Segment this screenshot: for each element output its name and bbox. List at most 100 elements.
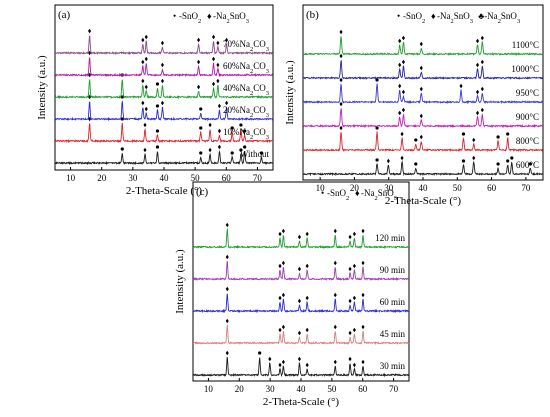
panel-c-series-3-peak-marker-na2sno3 xyxy=(348,266,352,272)
panel-b-series-2-peak-marker-na2sno3 xyxy=(419,113,423,119)
panel-b-legend-label-0: -SnO2 xyxy=(403,11,425,25)
panel-a-series-0-peak-marker-na2sno3 xyxy=(143,147,147,153)
panel-b-series-2-peak-marker-na2sno3 xyxy=(480,107,484,113)
panel-b-series-1-peak-marker-sno2 xyxy=(375,126,379,130)
panel-c-series-4-trace xyxy=(193,227,410,250)
panel-a-series-5-peak-marker-na2sno3 xyxy=(144,34,148,40)
panel-c-series-2-peak-marker-na2sno3 xyxy=(361,292,365,298)
panel-c-series-4-peak-marker-na2sno3 xyxy=(348,234,352,240)
panel-a-series-3-peak-marker-na2sno3 xyxy=(160,78,164,84)
panel-b-series-3-peak-marker-na2sno3 xyxy=(480,86,484,92)
panel-c-y-axis-label: Intensity (a.u.) xyxy=(174,249,186,314)
panel-a-series-4-peak-marker-na2sno3 xyxy=(160,62,164,68)
panel-a-series-5-peak-marker-na2sno3 xyxy=(211,34,216,40)
panel-c-series-1-label: 45 min xyxy=(380,329,406,339)
panel-b-plot-frame xyxy=(302,4,544,181)
panel-c-series-3-peak-marker-na2sno3 xyxy=(305,263,309,269)
panel-a-series-2-peak-marker-na2sno3 xyxy=(160,100,164,106)
panel-a-series-0-peak-marker-sno2 xyxy=(199,151,203,155)
panel-c-series-4-peak-marker-na2sno3 xyxy=(281,228,285,234)
panel-c-series-0-peak-marker-na2sno3 xyxy=(333,359,337,365)
panel-a-x-tick-label: 70 xyxy=(253,173,263,183)
panel-c-x-tick-label: 50 xyxy=(327,384,337,394)
panel-c-series-2-peak-marker-na2sno3 xyxy=(333,292,337,298)
panel-c-series-2-label: 60 min xyxy=(380,297,406,307)
panel-c-panel-label: (c) xyxy=(196,186,209,198)
panel-a-series-0-peak-marker-sno2 xyxy=(230,151,234,155)
panel-c-series-4-peak-marker-na2sno3 xyxy=(333,228,337,234)
panel-b-series-1-trace xyxy=(302,131,544,153)
panel-a-series-5-trace xyxy=(54,35,274,56)
panel-c-series-3-trace xyxy=(192,260,410,282)
panel-c-x-tick-label: 30 xyxy=(266,384,276,394)
panel-a-x-tick-label: 60 xyxy=(222,173,232,183)
panel-a-series-0-peak-marker-sno2 xyxy=(155,145,160,149)
panel-c-legend-label-0: -SnO2 xyxy=(327,188,349,202)
panel-a-series-5-peak-marker-na2sno3 xyxy=(216,40,220,46)
panel-c-series-1-peak-marker-na2sno3 xyxy=(278,327,282,333)
panel-b-series-1-peak-marker-na2sno3 xyxy=(419,134,423,140)
panel-a-series-0-peak-marker-sno2 xyxy=(239,148,243,152)
panel-c-series-2-peak-marker-na2sno3 xyxy=(297,298,301,304)
panel-a-x-tick-label: 50 xyxy=(191,173,201,183)
panel-b-series-0-peak-marker-sno2 xyxy=(496,162,500,166)
panel-a-series-0-peak-marker-sno2 xyxy=(120,147,124,151)
panel-a-series-3-label: 40%Na2CO3 xyxy=(223,83,269,97)
panel-b-series-0-peak-marker-na2sno3 xyxy=(400,155,404,161)
panel-c-series-4-label: 120 min xyxy=(375,233,405,243)
panel-c-series-3-peak-marker-na2sno3 xyxy=(225,254,229,260)
panel-b-series-0-peak-marker-sno2 xyxy=(461,159,466,163)
panel-a-series-1-peak-marker-sno2 xyxy=(239,123,243,127)
panel-c-series-0-label: 30 min xyxy=(380,361,406,371)
panel-a-legend-symbol-0: • xyxy=(173,11,176,21)
panel-c-series-1-peak-marker-na2sno3 xyxy=(297,330,301,336)
panel-c-x-axis-label: 2-Theta-Scale (°) xyxy=(263,396,339,408)
panel-a-series-1-trace xyxy=(54,122,274,144)
panel-a-series-2-peak-marker-sno2 xyxy=(155,104,160,108)
panel-b-series-1-peak-marker-na2sno3 xyxy=(472,137,476,143)
panel-c-series-0-peak-marker-na2sno3 xyxy=(225,350,229,356)
panel-b-series-1-peak-marker-na2sno3 xyxy=(339,125,343,131)
panel-c-series-4-peak-marker-na2sno3 xyxy=(305,231,309,237)
panel-c-series-0-peak-marker-na2sno3 xyxy=(281,359,285,365)
panel-a-series-5-peak-marker-na2sno3 xyxy=(197,37,201,43)
panel-a-panel-label: (a) xyxy=(58,9,71,21)
panel-b-series-4-peak-marker-na2sno3 xyxy=(480,59,484,65)
panel-b-series-5-label: 1100°C xyxy=(512,40,539,50)
panel-a-series-1-peak-marker-na2sno3 xyxy=(208,122,212,128)
panel-a-series-0-trace xyxy=(54,149,274,166)
panel-b-series-5-peak-marker-na2sno3 xyxy=(339,29,343,35)
panel-a-series-2-peak-marker-sno2 xyxy=(199,107,203,111)
panel-c-series-4-peak-marker-na2sno3 xyxy=(297,234,301,240)
panel-c-series-2-peak-marker-na2sno3 xyxy=(278,295,282,301)
panel-a-series-5-peak-marker-na2sno3 xyxy=(141,37,145,43)
panel-c-series-3-peak-marker-na2sno3 xyxy=(278,263,282,269)
panel-a-series-3-peak-marker-na2sno3 xyxy=(144,84,148,90)
panel-b-series-3-peak-marker-na2sno3 xyxy=(475,89,480,95)
panel-b-series-5-peak-marker-na2sno3 xyxy=(401,35,405,41)
panel-c-series-3-peak-marker-na2sno3 xyxy=(333,260,337,266)
panel-c-series-0-peak-marker-na2sno3 xyxy=(305,362,309,368)
panel-b-x-axis-label: 2-Theta-Scale (°) xyxy=(385,195,461,207)
panel-a-legend-symbol-1: ♦ xyxy=(207,11,212,21)
panel-b-x-tick-label: 10 xyxy=(316,183,326,193)
panel-b-series-3-trace xyxy=(302,83,544,105)
panel-c-series-2-peak-marker-na2sno3 xyxy=(352,295,356,301)
panel-a-x-tick-label: 20 xyxy=(97,173,107,183)
panel-b-series-0-label: 600°C xyxy=(516,160,539,170)
panel-c-series-1-peak-marker-na2sno3 xyxy=(348,330,352,336)
panel-b-series-4-peak-marker-na2sno3 xyxy=(339,53,343,59)
panel-b-series-3-peak-marker-na2sno3 xyxy=(419,86,423,92)
panel-b-legend-symbol-2: ♣ xyxy=(478,11,484,21)
panel-c-series-0-peak-marker-na2sno3 xyxy=(361,359,365,365)
panel-c-series-3-peak-marker-na2sno3 xyxy=(361,260,365,266)
panel-a-x-tick-label: 10 xyxy=(66,173,76,183)
panel-a-series-2-peak-marker-na2sno3 xyxy=(88,94,92,100)
panel-c-series-0-peak-marker-na2sno3 xyxy=(268,356,272,362)
panel-b-series-3-peak-marker-na2sno3 xyxy=(398,83,402,89)
panel-b-series-5-peak-marker-na2sno3 xyxy=(419,41,423,47)
panel-c-series-1-peak-marker-na2sno3 xyxy=(352,327,356,333)
panel-b-series-1-peak-marker-sno2 xyxy=(461,132,466,136)
panel-a-x-tick-label: 30 xyxy=(128,173,138,183)
